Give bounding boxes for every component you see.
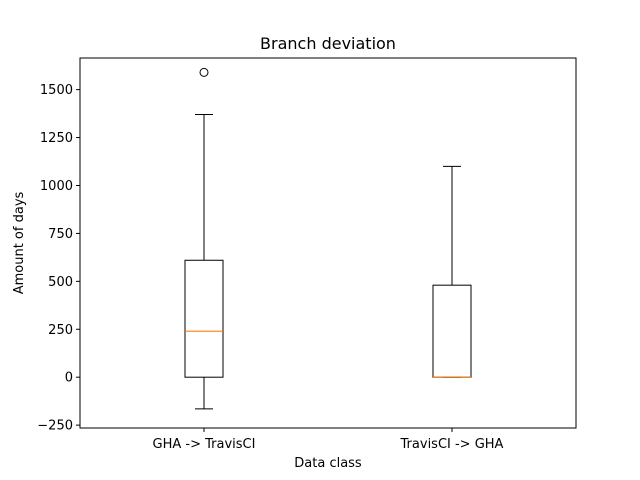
y-axis: −250 0 250 500 750 1000 1250 1500	[37, 83, 80, 434]
box-group	[432, 165, 472, 378]
y-tick-label: 0	[65, 371, 73, 386]
x-axis-label: Data class	[294, 456, 362, 471]
iqr-box	[432, 284, 472, 378]
y-tick-label: 500	[48, 275, 73, 290]
outlier-point	[199, 67, 209, 77]
plot-frame	[79, 57, 577, 429]
y-tick-label: 750	[48, 227, 73, 242]
x-tick-label: TravisCI -> GHA	[400, 437, 504, 452]
y-tick-label: −250	[37, 419, 73, 434]
box-group	[184, 67, 224, 410]
y-tick-label: 250	[48, 323, 73, 338]
iqr-box	[184, 259, 224, 378]
x-tick-label: GHA -> TravisCI	[153, 437, 256, 452]
y-tick-label: 1250	[40, 131, 73, 146]
x-axis: GHA -> TravisCI TravisCI -> GHA	[153, 428, 504, 452]
chart-title: Branch deviation	[260, 34, 396, 53]
y-tick-label: 1000	[40, 179, 73, 194]
y-tick-label: 1500	[40, 83, 73, 98]
plot-area	[184, 67, 472, 410]
y-axis-label: Amount of days	[12, 191, 27, 294]
